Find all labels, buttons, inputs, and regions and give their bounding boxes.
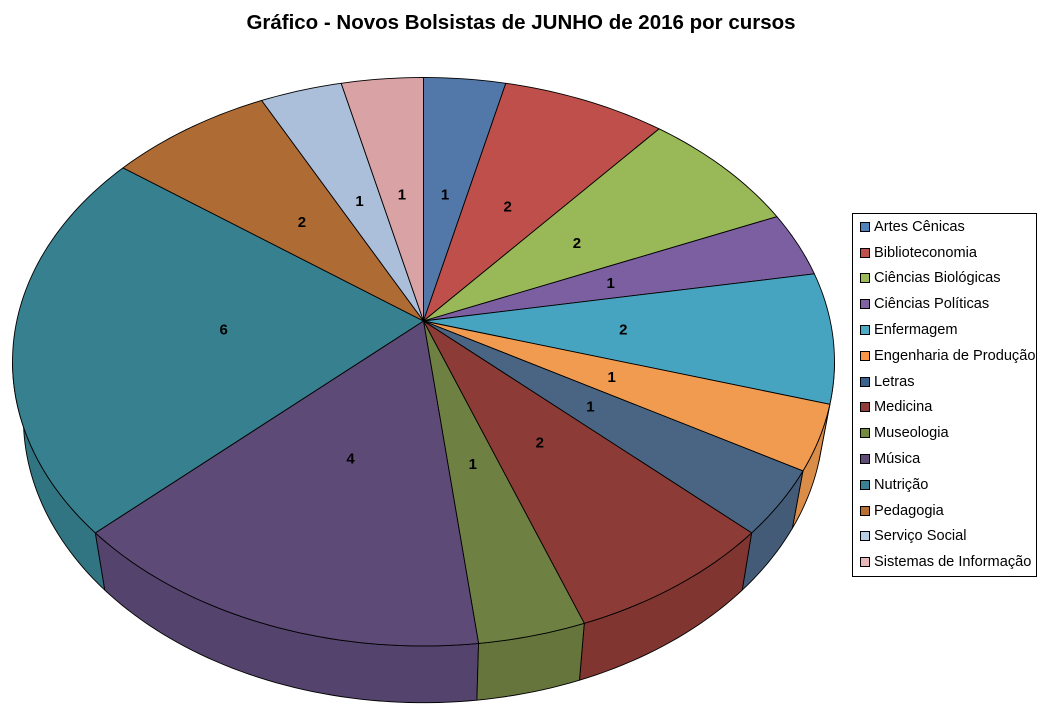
svg-text:1: 1: [607, 275, 615, 292]
svg-text:1: 1: [355, 193, 363, 210]
svg-text:2: 2: [298, 214, 306, 231]
svg-text:1: 1: [441, 187, 449, 204]
svg-text:1: 1: [586, 398, 594, 415]
svg-text:2: 2: [504, 199, 512, 216]
svg-text:6: 6: [220, 321, 228, 338]
svg-text:1: 1: [608, 369, 616, 386]
svg-text:1: 1: [469, 456, 477, 473]
svg-text:2: 2: [573, 235, 581, 252]
svg-text:1: 1: [398, 187, 406, 204]
svg-text:4: 4: [346, 451, 355, 468]
svg-text:2: 2: [536, 435, 544, 452]
svg-text:2: 2: [619, 321, 627, 338]
